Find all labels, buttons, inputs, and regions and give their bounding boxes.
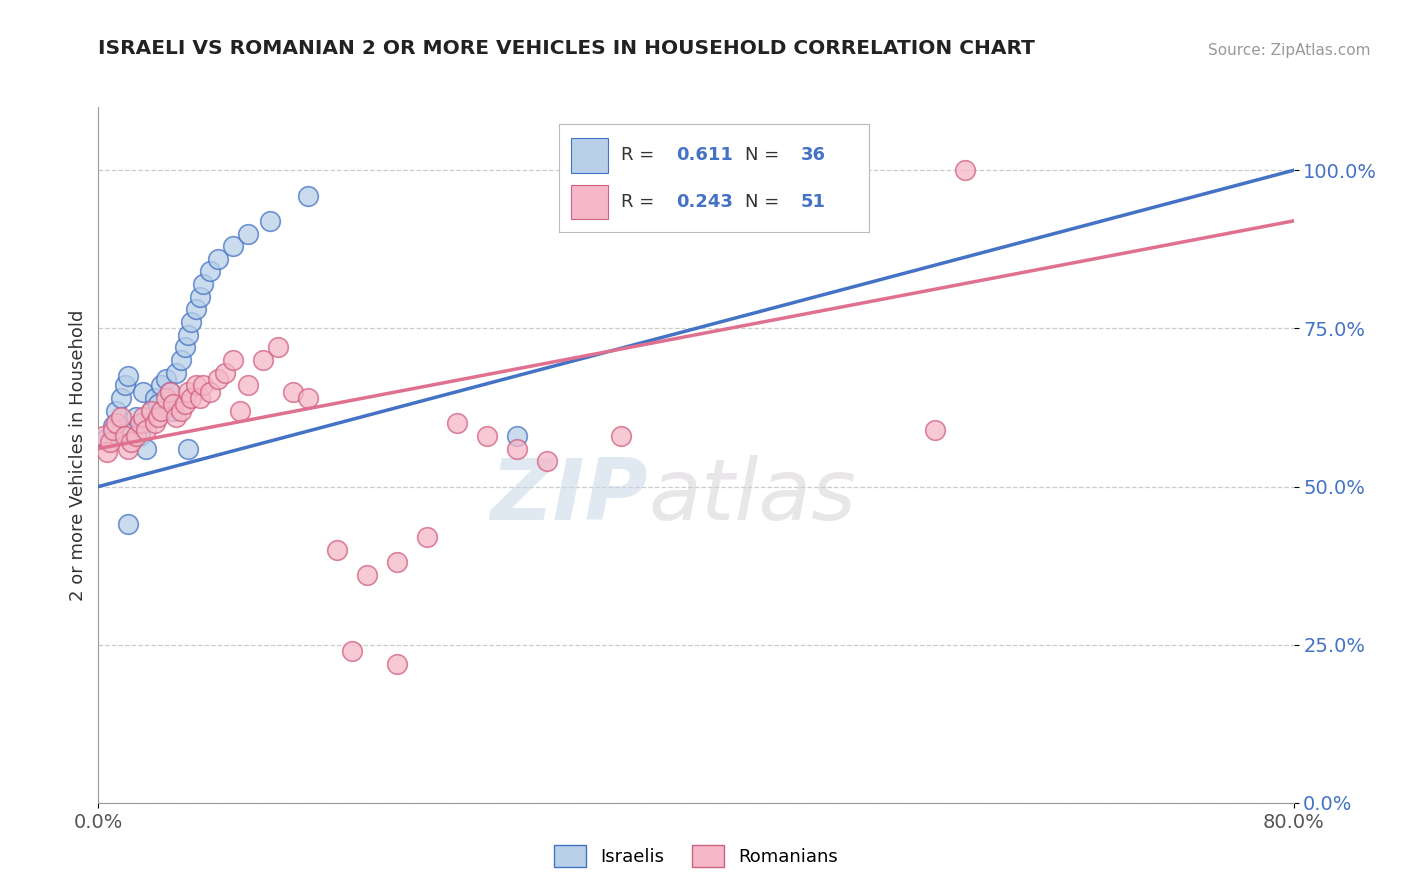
- Point: [135, 442, 157, 456]
- Point: [385, 556, 409, 570]
- Legend: Israelis, Romanians: Israelis, Romanians: [547, 838, 845, 874]
- Point: [200, 384, 222, 399]
- Point: [506, 429, 529, 443]
- Point: [135, 423, 157, 437]
- Y-axis label: 2 or more Vehicles in Household: 2 or more Vehicles in Household: [69, 310, 87, 600]
- Point: [924, 423, 946, 437]
- Point: [200, 264, 222, 278]
- Point: [222, 239, 245, 253]
- Point: [184, 302, 207, 317]
- Point: [236, 227, 259, 241]
- Point: [356, 568, 378, 582]
- Point: [297, 391, 319, 405]
- Point: [105, 417, 128, 431]
- Point: [229, 403, 252, 417]
- Point: [267, 340, 290, 354]
- Point: [953, 163, 976, 178]
- Point: [236, 378, 259, 392]
- Point: [105, 403, 128, 417]
- Point: [120, 423, 142, 437]
- Point: [184, 378, 207, 392]
- Point: [385, 657, 409, 671]
- Point: [506, 442, 529, 456]
- Point: [188, 391, 211, 405]
- Point: [446, 417, 468, 431]
- Point: [110, 391, 132, 405]
- Point: [222, 353, 245, 368]
- Point: [132, 384, 155, 399]
- Point: [191, 277, 214, 292]
- Point: [143, 391, 166, 405]
- Point: [252, 353, 274, 368]
- Point: [475, 429, 498, 443]
- Point: [98, 435, 122, 450]
- Point: [129, 417, 152, 431]
- Point: [188, 290, 211, 304]
- Point: [191, 378, 214, 392]
- Text: atlas: atlas: [648, 455, 856, 538]
- Point: [177, 442, 200, 456]
- Point: [132, 409, 155, 424]
- Point: [259, 214, 281, 228]
- Point: [148, 397, 170, 411]
- Point: [165, 409, 187, 424]
- Point: [180, 391, 202, 405]
- Point: [143, 417, 166, 431]
- Point: [342, 644, 364, 658]
- Point: [174, 340, 197, 354]
- Point: [117, 442, 139, 456]
- Point: [174, 397, 197, 411]
- Point: [177, 327, 200, 342]
- Point: [207, 372, 229, 386]
- Point: [416, 530, 439, 544]
- Point: [114, 378, 136, 392]
- Point: [536, 454, 558, 468]
- Point: [120, 435, 142, 450]
- Point: [207, 252, 229, 266]
- Point: [326, 542, 349, 557]
- Point: [117, 368, 139, 383]
- Point: [132, 417, 155, 431]
- Point: [159, 384, 181, 399]
- Point: [214, 366, 236, 380]
- Point: [177, 384, 200, 399]
- Point: [139, 403, 162, 417]
- Point: [96, 444, 118, 458]
- Text: Source: ZipAtlas.com: Source: ZipAtlas.com: [1208, 43, 1371, 58]
- Point: [159, 384, 181, 399]
- Point: [180, 315, 202, 329]
- Text: ZIP: ZIP: [491, 455, 648, 538]
- Point: [150, 378, 173, 392]
- Point: [148, 409, 170, 424]
- Point: [103, 419, 125, 434]
- Point: [114, 429, 136, 443]
- Point: [297, 188, 319, 202]
- Point: [162, 397, 184, 411]
- Point: [169, 403, 191, 417]
- Point: [165, 366, 187, 380]
- Point: [117, 517, 139, 532]
- Point: [139, 403, 162, 417]
- Text: ISRAELI VS ROMANIAN 2 OR MORE VEHICLES IN HOUSEHOLD CORRELATION CHART: ISRAELI VS ROMANIAN 2 OR MORE VEHICLES I…: [98, 39, 1035, 58]
- Point: [155, 391, 177, 405]
- Point: [103, 423, 125, 437]
- Point: [281, 384, 304, 399]
- Point: [610, 429, 633, 443]
- Point: [155, 372, 177, 386]
- Point: [169, 353, 191, 368]
- Point: [125, 409, 148, 424]
- Point: [125, 429, 148, 443]
- Point: [150, 403, 173, 417]
- Point: [94, 432, 117, 446]
- Point: [91, 429, 114, 443]
- Point: [110, 409, 132, 424]
- Point: [162, 403, 184, 417]
- Point: [129, 429, 152, 443]
